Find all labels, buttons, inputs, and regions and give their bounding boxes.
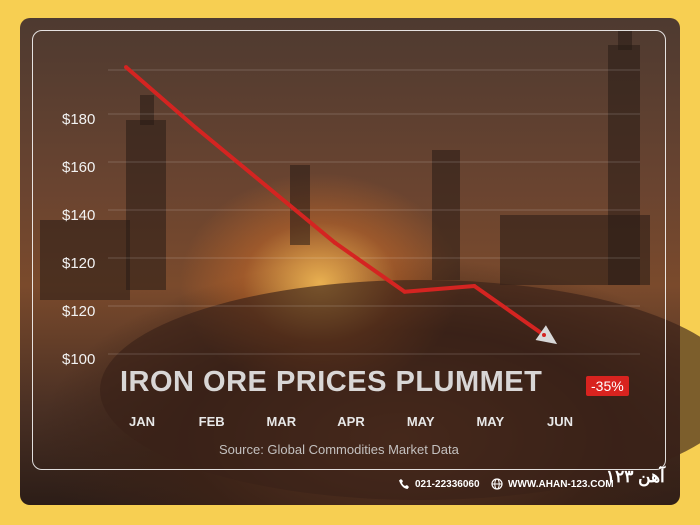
points-group <box>124 65 546 337</box>
x-tick-label: APR <box>337 414 365 429</box>
website-link[interactable]: WWW.AHAN-123.COM <box>491 475 614 493</box>
y-tick-label: $120 <box>62 255 95 272</box>
website-url: WWW.AHAN-123.COM <box>508 478 614 490</box>
data-point <box>124 65 128 70</box>
data-point <box>472 284 477 288</box>
x-tick-label: MAY <box>476 414 504 429</box>
x-tick-label: MAR <box>267 414 297 429</box>
x-axis-labels: JAN FEB MAR APR MAY MAY JUN <box>129 414 573 429</box>
data-point <box>333 240 337 245</box>
x-tick-label: JAN <box>129 414 155 429</box>
x-tick-label: MAY <box>407 414 435 429</box>
y-tick-label: $100 <box>62 351 95 368</box>
chart-frame <box>32 30 666 470</box>
y-axis-labels: $180 $160 $140 $120 $120 $100 <box>62 111 95 368</box>
x-tick-label: FEB <box>199 414 225 429</box>
y-tick-label: $140 <box>62 207 95 224</box>
data-point <box>542 332 546 337</box>
data-point <box>263 183 268 188</box>
data-point <box>193 125 198 130</box>
brand-logo: آهن ۱۲۳ <box>606 467 665 486</box>
y-tick-label: $180 <box>62 111 95 128</box>
source-note: Source: Global Commodities Market Data <box>219 442 459 457</box>
arrow-head-icon <box>535 325 558 345</box>
y-tick-label: $160 <box>62 159 95 176</box>
logo-text: آهن ۱۲۳ <box>606 467 665 486</box>
chart-title: IRON ORE PRICES PLUMMET <box>120 366 543 398</box>
globe-icon <box>491 478 503 490</box>
data-point <box>402 289 407 294</box>
phone-number: 021-22336060 <box>415 478 480 490</box>
phone-contact[interactable]: 021-22336060 <box>398 475 480 493</box>
y-tick-label: $120 <box>62 303 95 320</box>
gridlines <box>108 69 640 355</box>
phone-icon <box>398 478 410 490</box>
change-badge: -35% <box>586 376 629 396</box>
x-tick-label: JUN <box>547 414 573 429</box>
